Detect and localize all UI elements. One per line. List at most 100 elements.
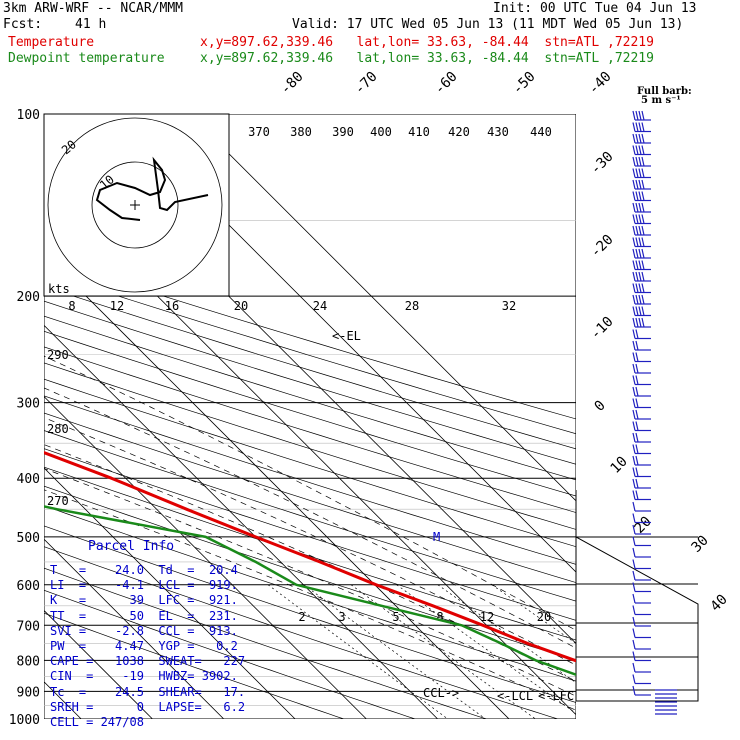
wind-barb [632,145,651,156]
annotation-label: <-LCL [497,689,533,703]
init-time: Init: 00 UTC Tue 04 Jun 13 [493,1,697,16]
dewpoint-legend-info: x,y=897.62,339.46 lat,lon= 33.63, -84.44… [200,51,654,66]
forecast-label: Fcst: [3,17,43,32]
hodo-speed-label: 28 [405,299,419,313]
hodo-ring-10 [91,161,179,249]
isotherm-label: -30 [588,149,617,178]
wind-barb [632,168,651,179]
hodo-speed-label: 32 [502,299,516,313]
wind-barb [632,110,651,121]
annotation-label: <-LFC [538,689,574,703]
isotherm-label: -50 [510,69,539,98]
parcel-info-row: SREH = 0 LAPSE= 6.2 [50,699,246,714]
wind-barb [632,651,651,662]
wind-barb [632,271,651,282]
dry-adiabat-400 [44,330,576,497]
mixing-ratio-5 [350,584,536,719]
theta-label: 430 [487,125,509,139]
theta-label: 380 [290,125,312,139]
wind-barb [632,294,651,305]
wind-barb [632,593,651,604]
wind-barb [632,616,651,627]
wind-barb [632,133,651,144]
wind-barb [632,513,651,524]
wind-barb [632,432,651,443]
dewpoint-legend-label: Dewpoint temperature [8,51,165,66]
parcel-info-row: TT = 50 EL = 231. [50,608,238,623]
mixing-ratio-12 [437,584,576,684]
isotherm--30 [44,467,296,719]
annotation-label: CCL-> [423,686,459,700]
dry-adiabat-label: 280 [47,422,69,436]
isotherm--10 [44,324,438,719]
wind-barb [632,674,651,685]
barb-header-line1: Full barb: [637,86,692,97]
hodo-speed-label: 12 [110,299,124,313]
wind-barb [632,582,651,593]
wind-barb [632,444,651,455]
isotherm-label: -70 [352,69,381,98]
dry-adiabat-340 [44,430,576,602]
wind-barb [632,375,651,386]
wind-barb [632,283,651,294]
isotherm--70 [0,114,10,719]
wind-barb [632,409,651,420]
mixing-ratio-2 [267,584,449,719]
wind-barb [632,386,651,397]
isotherm-label: 10 [608,454,631,477]
pressure-label-900: 900 [17,685,40,700]
forecast-hour: 41 h [75,17,107,32]
wind-barb [632,524,651,535]
dewpoint-profile [44,505,576,677]
wind-barb [632,398,651,409]
parcel-info-row: T = 24.0 Td = 20.4 [50,563,238,577]
isotherm-label: -40 [586,69,615,98]
hodo-speed-label: 20 [234,299,248,313]
wind-barb [632,662,651,673]
wind-barb [632,237,651,248]
barb-header-line2: 5 m s⁻¹ [641,95,681,106]
pressure-label-600: 600 [17,579,40,594]
dry-adiabat-440 [44,271,576,435]
annotation-label: M [433,530,440,544]
valid-time: Valid: 17 UTC Wed 05 Jun 13 (11 MDT Wed … [292,17,684,32]
mixing-ratio-label: 2 [298,610,305,624]
wind-barb [632,455,651,466]
wind-barb [632,340,651,351]
mixing-ratio-label: 5 [392,610,399,624]
wind-barb [632,501,651,512]
chart-extension-outline [575,490,699,702]
wind-barb [632,352,651,363]
parcel-info-row: CAPE = 1038 SWEAT= 227 [50,654,246,669]
dry-adiabat-420 [44,300,576,465]
wind-barb [632,225,651,236]
wind-barb [632,547,651,558]
dry-adiabat-250 [44,612,345,719]
hodo-ring-20 [47,117,223,293]
isotherm-label: 0 [592,398,609,415]
wind-barb [632,191,651,202]
isotherm-label: -20 [588,232,617,261]
pressure-label-1000: 1000 [9,713,40,728]
wind-barb [632,317,651,328]
pressure-label-100: 100 [17,108,40,123]
annotation-label: <-EL [332,329,361,343]
parcel-info-row: LI = -4.1 LCL = 919. [50,578,238,593]
wind-barb [632,605,651,616]
isotherm-label: -80 [278,69,307,98]
isotherm--50 [44,609,153,719]
dry-adiabat-label: 290 [47,348,69,362]
pressure-label-700: 700 [17,619,40,634]
parcel-info-row: K = 39 LFC = 921. [50,593,238,608]
parcel-info-row: CIN = -19 HWBZ= 3902. [50,669,238,684]
hodo-kts-label: kts [48,282,70,296]
moist-adiabat-28 [44,387,576,649]
isotherm-label: -60 [432,69,461,98]
pressure-label-200: 200 [17,290,40,305]
wind-barb [632,685,651,696]
mixing-ratio-label: 12 [480,610,494,624]
isotherm-label: 40 [708,592,731,615]
theta-label: 390 [332,125,354,139]
dry-adiabat-430 [44,286,576,450]
